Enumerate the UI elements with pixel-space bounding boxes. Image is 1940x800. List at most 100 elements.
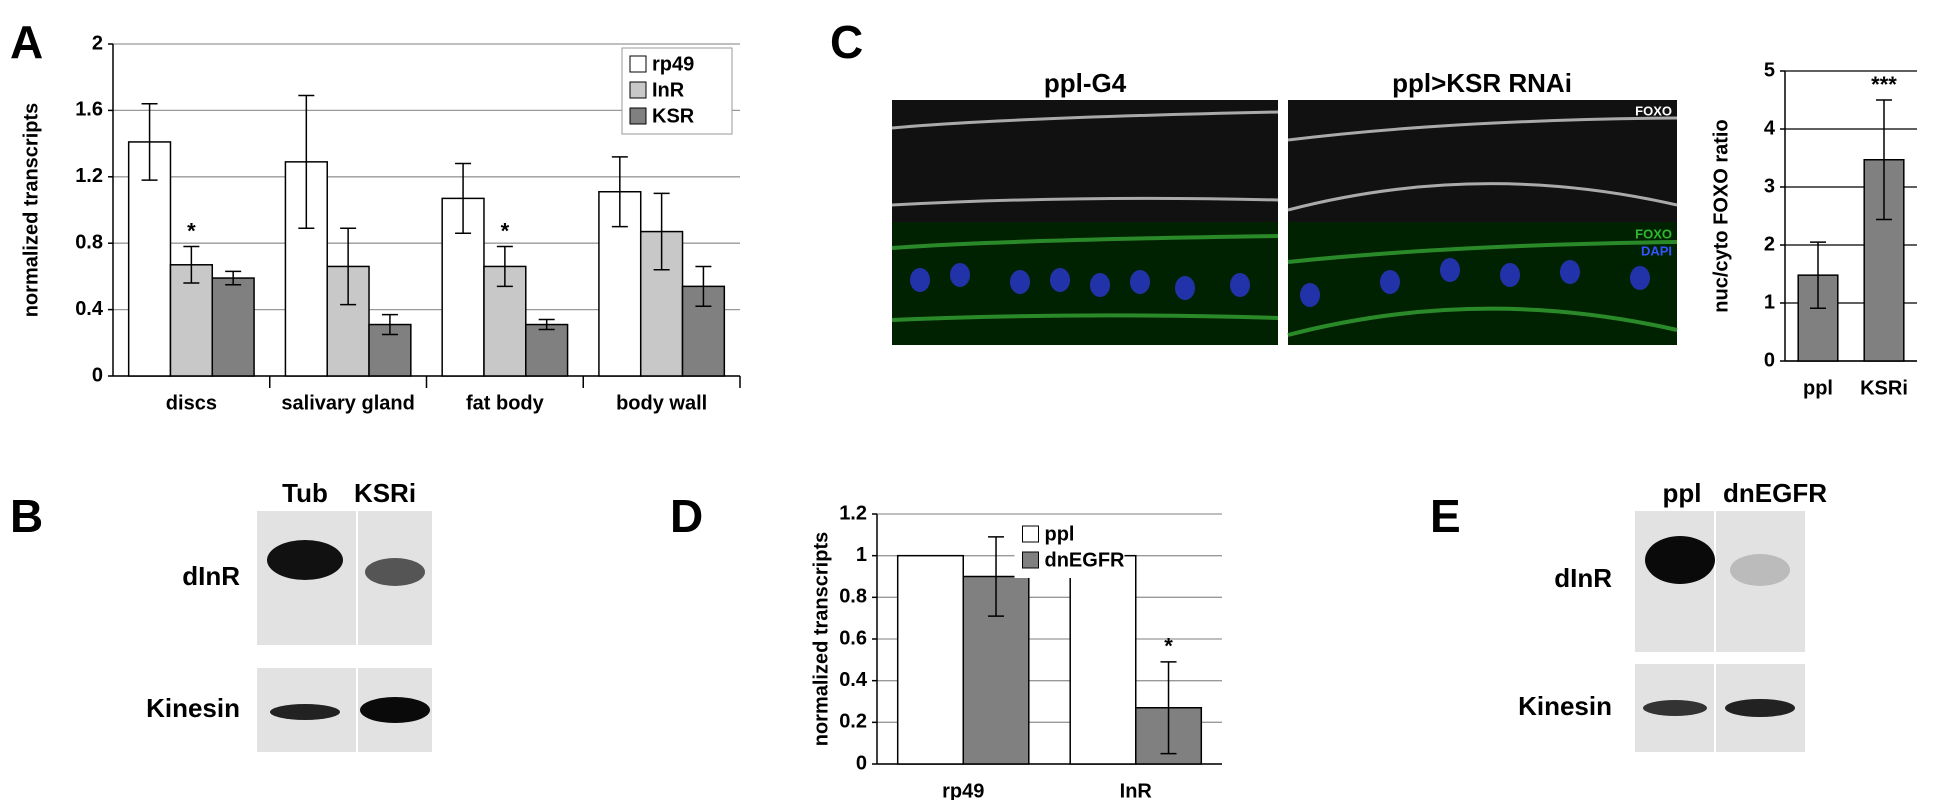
error-bar [455,162,472,234]
row-label: Kinesin [146,693,240,723]
nuclei [910,258,1650,307]
error-bar [538,318,555,331]
x-tick-label: rp49 [942,780,984,800]
bar [1069,554,1137,765]
error-bar [1810,241,1826,309]
y-tick-label: 0.6 [839,627,867,649]
y-tick-label: 1 [1764,291,1775,313]
error-bar [1160,661,1177,755]
legend-label: dnEGFR [1045,549,1126,571]
error-bar [1876,99,1892,221]
image-title: ppl-G4 [1044,68,1127,98]
panel-label: C [830,16,863,68]
bar [211,277,255,377]
legend-label: InR [652,79,685,101]
error-bar [340,227,357,306]
y-axis-title: normalized transcripts [20,103,42,318]
lane-label: ppl [1663,478,1702,508]
panel-label: B [10,490,43,542]
band [1645,536,1715,584]
error-bar [496,245,513,288]
y-tick-label: 4 [1764,117,1776,139]
legend-swatch [629,81,647,99]
lane-label: Tub [282,478,328,508]
band [1725,699,1795,717]
lane-label: KSRi [354,478,416,508]
panel-label: E [1430,490,1461,542]
error-bar [381,313,398,336]
x-tick-label: ppl [1803,377,1833,399]
legend-label: rp49 [652,53,694,75]
y-tick-label: 5 [1764,59,1775,81]
x-tick-label: InR [1120,780,1153,800]
error-bar [183,245,200,284]
channel-label: FOXO [1635,226,1672,241]
y-tick-label: 0 [856,752,867,774]
x-tick-label: discs [166,392,217,414]
error-bar [988,536,1005,617]
error-bar [653,192,670,271]
y-tick-label: 1.2 [75,165,103,187]
legend-label: ppl [1045,523,1075,545]
x-tick-label: fat body [466,392,545,414]
annotation: * [501,218,510,243]
band [1643,700,1707,716]
y-tick-label: 2 [1764,233,1775,255]
y-tick-label: 0.4 [839,669,868,691]
y-tick-label: 1.6 [75,99,103,121]
band [267,540,343,580]
y-axis-title: nuc/cyto FOXO ratio [1710,119,1732,312]
y-tick-label: 0.8 [75,231,103,253]
row-label: dInR [1554,563,1612,593]
y-tick-label: 0.2 [839,711,867,733]
annotation: * [1164,634,1173,659]
band [270,704,340,720]
panel-label: A [10,16,43,68]
row-label: Kinesin [1518,691,1612,721]
y-axis-title: normalized transcripts [810,532,832,747]
band [1730,554,1790,586]
y-tick-label: 0 [92,364,103,386]
error-bar [298,94,315,230]
panel-label: D [670,490,703,542]
y-tick-label: 1.2 [839,502,867,524]
band [365,558,425,586]
y-tick-label: 3 [1764,175,1775,197]
annotation: * [187,218,196,243]
blot-e: ppl dnEGFR dInR Kinesin [1518,478,1827,752]
error-bar [225,270,242,286]
y-tick-label: 0.8 [839,586,867,608]
bar [525,323,569,377]
legend-swatch [629,55,647,73]
error-bar [611,156,628,228]
bar [326,265,370,377]
image-title: ppl>KSR RNAi [1392,68,1572,98]
legend-label: KSR [652,105,695,127]
band [360,697,430,723]
cell-outline [891,110,1678,212]
x-tick-label: KSRi [1860,377,1908,399]
error-bar [141,103,158,181]
bar [127,141,172,377]
micrographs: ppl-G4 ppl>KSR RNAi FOXO FOXO DAPI [891,68,1678,345]
lane-label: dnEGFR [1723,478,1827,508]
channel-label: FOXO [1635,103,1672,118]
legend-swatch [1022,551,1039,569]
y-tick-label: 1 [856,544,867,566]
y-tick-label: 0 [1764,349,1775,371]
error-bar [695,265,712,308]
y-tick-label: 0.4 [75,298,104,320]
merge-image [1288,222,1677,345]
annotation: *** [1871,72,1897,97]
cell-outline [891,234,1678,337]
bar [896,554,965,765]
legend-swatch [629,107,647,125]
y-tick-label: 2 [92,32,103,54]
legend-swatch [1022,525,1039,543]
blot-b: Tub KSRi dInR Kinesin [146,478,432,752]
x-tick-label: body wall [616,392,707,414]
channel-label: DAPI [1641,243,1672,258]
x-tick-label: salivary gland [281,392,414,414]
row-label: dInR [182,561,240,591]
